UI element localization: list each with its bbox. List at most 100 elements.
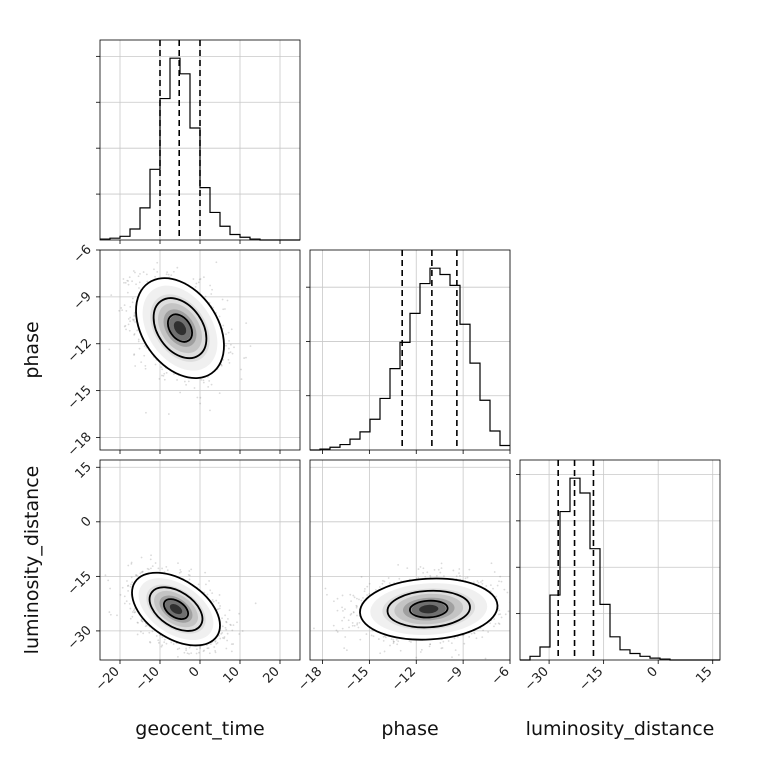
scatter-geocent_time-luminosity_distance — [100, 460, 300, 660]
sample-point — [185, 383, 187, 386]
sample-point — [132, 319, 135, 322]
sample-point — [127, 584, 130, 587]
sample-point — [203, 591, 206, 594]
sample-point — [358, 598, 360, 601]
x-axis-label-phase: phase — [381, 718, 438, 740]
x-tick-label: 0 — [645, 664, 661, 680]
sample-point — [228, 340, 230, 342]
sample-point — [372, 635, 375, 638]
sample-point — [130, 562, 133, 565]
sample-point — [132, 609, 135, 612]
sample-point — [134, 271, 136, 274]
sample-point — [148, 631, 151, 634]
sample-point — [426, 571, 429, 574]
y-tick-label: 15 — [73, 459, 95, 481]
sample-point — [238, 612, 241, 615]
sample-point — [165, 371, 168, 374]
x-tick-label: −6 — [489, 664, 513, 688]
sample-point — [165, 565, 168, 568]
sample-point — [208, 380, 211, 382]
sample-point — [419, 651, 422, 653]
sample-point — [135, 283, 137, 286]
sample-point — [498, 580, 500, 583]
sample-point — [154, 275, 156, 278]
sample-point — [424, 575, 427, 578]
sample-point — [515, 621, 517, 623]
sample-point — [137, 340, 140, 343]
sample-point — [408, 640, 411, 643]
sample-point — [343, 647, 346, 650]
sample-point — [238, 633, 241, 635]
x-axis-label-luminosity_distance: luminosity_distance — [526, 718, 715, 740]
contour-1 — [386, 589, 471, 629]
sample-point — [133, 333, 136, 335]
sample-point — [241, 630, 244, 632]
sample-point — [470, 632, 473, 635]
sample-point — [229, 343, 232, 346]
sample-point — [500, 580, 503, 583]
sample-point — [167, 273, 170, 276]
x-tick-label: 10 — [221, 664, 243, 686]
sample-point — [202, 650, 205, 653]
sample-point — [183, 651, 186, 654]
sample-point — [176, 648, 179, 651]
y-tick-label: −9 — [71, 289, 95, 313]
sample-point — [223, 636, 226, 638]
sample-point — [144, 367, 147, 370]
contour-0 — [163, 598, 190, 620]
sample-point — [224, 626, 227, 629]
sample-point — [225, 628, 228, 631]
sample-point — [163, 638, 166, 641]
sample-point — [188, 578, 191, 581]
sample-point — [333, 600, 335, 603]
sample-point — [447, 640, 450, 642]
sample-point — [422, 567, 425, 570]
sample-point — [356, 622, 359, 625]
sample-point — [123, 602, 126, 605]
sample-point — [476, 580, 479, 582]
sample-point — [254, 602, 257, 605]
sample-point — [126, 580, 128, 582]
sample-point — [206, 593, 209, 596]
sample-point — [352, 611, 355, 613]
sample-point — [125, 310, 128, 312]
sample-point — [379, 652, 382, 655]
sample-point — [406, 567, 409, 570]
sample-point — [518, 601, 520, 603]
sample-point — [217, 608, 220, 610]
sample-point — [158, 377, 161, 380]
sample-point — [344, 636, 347, 638]
sample-point — [145, 411, 147, 414]
sample-point — [209, 284, 212, 287]
sample-point — [218, 315, 221, 318]
sample-point — [170, 274, 173, 277]
sample-point — [381, 582, 384, 585]
sample-point — [342, 609, 344, 612]
sample-point — [157, 639, 160, 642]
sample-point — [382, 639, 385, 642]
sample-point — [196, 396, 199, 399]
sample-point — [195, 282, 198, 285]
sample-point — [186, 652, 189, 655]
sample-point — [161, 644, 164, 647]
sample-point — [109, 587, 111, 590]
sample-point — [477, 581, 480, 584]
contour-0 — [167, 313, 194, 343]
sample-point — [192, 278, 195, 280]
sample-point — [498, 609, 501, 612]
sample-point — [332, 624, 335, 627]
sample-point — [225, 621, 228, 624]
sample-point — [104, 574, 107, 577]
sample-point — [356, 623, 359, 626]
sample-point — [133, 354, 135, 356]
sample-point — [219, 637, 222, 640]
contour-0 — [408, 599, 449, 619]
sample-point — [131, 581, 134, 584]
sample-point — [138, 347, 141, 350]
sample-point — [395, 638, 398, 641]
sample-point — [140, 619, 143, 622]
sample-point — [472, 581, 475, 584]
sample-point — [249, 345, 252, 347]
sample-point — [355, 604, 358, 607]
sample-point — [245, 322, 248, 325]
